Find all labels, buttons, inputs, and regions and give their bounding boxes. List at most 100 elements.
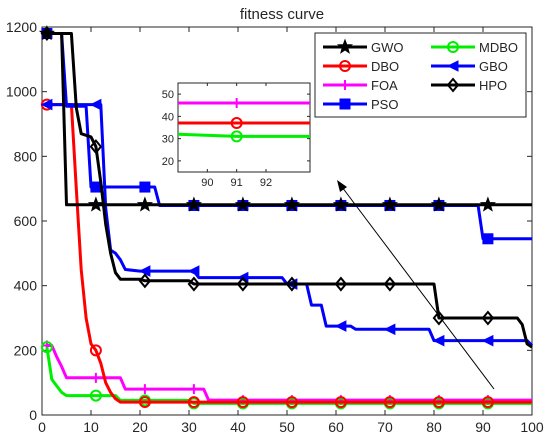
inset-series-foa xyxy=(178,98,310,109)
inset-x-tick-label: 92 xyxy=(260,177,272,189)
inset-marker-dbo xyxy=(230,117,243,130)
x-tick-label: 0 xyxy=(38,419,46,435)
legend-marker xyxy=(340,80,350,90)
inset-plot: 90 91 92 20 30 40 50 xyxy=(162,82,311,189)
marker-hpo xyxy=(432,310,446,326)
x-tick-label: 70 xyxy=(377,419,393,435)
marker-gwo xyxy=(430,196,447,212)
inset-y-tick-label: 30 xyxy=(162,134,174,146)
marker-hpo xyxy=(481,310,495,326)
marker-gwo xyxy=(185,196,202,212)
chart-title: fitness curve xyxy=(240,6,324,23)
marker-pso xyxy=(90,181,102,193)
legend-label: DBO xyxy=(371,59,399,74)
legend: GWO MDBO DBO GBO FOA HPO PSO xyxy=(314,32,527,118)
legend-marker xyxy=(447,41,459,53)
legend-label: MDBO xyxy=(479,40,518,55)
inset-x-tick-label: 90 xyxy=(201,177,213,189)
legend-item-hpo: HPO xyxy=(431,77,507,93)
legend-label: GBO xyxy=(479,59,508,74)
marker-dbo xyxy=(383,396,396,409)
x-tick-label: 60 xyxy=(328,419,344,435)
legend-item-gwo: GWO xyxy=(323,38,404,55)
y-tick-label: 400 xyxy=(14,278,38,294)
marker-gbo xyxy=(383,323,396,336)
legend-marker xyxy=(339,60,351,72)
legend-label: HPO xyxy=(479,78,507,93)
y-tick-label: 1200 xyxy=(6,19,37,35)
arrow-head xyxy=(337,180,347,192)
marker-pso xyxy=(139,181,151,193)
marker-gbo xyxy=(334,320,347,332)
marker-hpo xyxy=(334,276,348,292)
x-tick-label: 80 xyxy=(426,419,442,435)
x-tick-label: 20 xyxy=(132,419,148,435)
legend-item-mdbo: MDBO xyxy=(431,40,518,55)
marker-gbo xyxy=(481,334,494,347)
series-line-dbo xyxy=(46,103,532,404)
marker-gbo xyxy=(432,334,445,347)
x-tick-label: 30 xyxy=(181,419,197,435)
marker-gbo xyxy=(89,98,102,111)
marker-gwo xyxy=(136,196,153,212)
legend-item-foa: FOA xyxy=(323,78,398,93)
y-tick-label: 800 xyxy=(14,148,38,164)
marker-dbo xyxy=(138,396,151,409)
marker-foa xyxy=(90,372,101,383)
marker-dbo xyxy=(481,396,494,409)
y-tick-label: 200 xyxy=(14,342,38,358)
legend-marker xyxy=(446,60,459,72)
y-tick-label: 0 xyxy=(29,407,37,423)
marker-gwo xyxy=(381,196,398,212)
legend-label: GWO xyxy=(371,40,404,55)
inset-line-mdbo xyxy=(177,132,310,138)
legend-label: FOA xyxy=(371,78,398,93)
x-tick-label: 10 xyxy=(83,419,99,435)
marker-gwo xyxy=(332,196,349,212)
marker-gbo xyxy=(40,98,53,111)
inset-marker-foa xyxy=(231,98,242,109)
legend-item-gbo: GBO xyxy=(431,59,508,74)
inset-y-tick-label: 50 xyxy=(162,89,174,101)
marker-pso xyxy=(482,233,494,245)
legend-item-dbo: DBO xyxy=(323,59,399,74)
marker-dbo xyxy=(285,396,298,409)
marker-gwo xyxy=(283,196,300,212)
x-tick-label: 40 xyxy=(230,419,246,435)
marker-dbo xyxy=(187,396,200,409)
arrow-line xyxy=(341,186,495,390)
inset-x-tick-label: 91 xyxy=(231,177,243,189)
marker-hpo xyxy=(40,25,54,42)
inset-marker-mdbo xyxy=(230,130,243,143)
marker-hpo xyxy=(187,276,201,292)
series-hpo xyxy=(40,25,533,349)
marker-mdbo xyxy=(89,389,102,402)
inset-frame xyxy=(177,82,311,173)
x-tick-label: 50 xyxy=(279,419,295,435)
arrow-annotation xyxy=(337,180,495,390)
legend-label: PSO xyxy=(371,97,398,112)
marker-gbo xyxy=(187,265,200,277)
marker-hpo xyxy=(138,273,152,289)
marker-dbo xyxy=(89,344,102,357)
legend-marker xyxy=(339,98,351,110)
legend-marker xyxy=(446,77,460,93)
marker-dbo xyxy=(432,396,445,409)
x-tick-label: 100 xyxy=(520,419,544,435)
x-tick-label: 90 xyxy=(475,419,491,435)
marker-hpo xyxy=(383,276,397,292)
marker-foa xyxy=(139,384,150,395)
marker-dbo xyxy=(236,396,249,409)
marker-gwo xyxy=(87,196,104,212)
marker-mdbo xyxy=(40,341,53,354)
legend-marker xyxy=(336,38,354,54)
marker-foa xyxy=(188,384,199,395)
y-tick-label: 1000 xyxy=(6,84,37,100)
inset-y-tick-label: 20 xyxy=(162,156,174,168)
legend-item-pso: PSO xyxy=(323,97,398,112)
marker-dbo xyxy=(334,396,347,409)
series-group xyxy=(38,25,534,410)
marker-hpo xyxy=(285,276,299,292)
